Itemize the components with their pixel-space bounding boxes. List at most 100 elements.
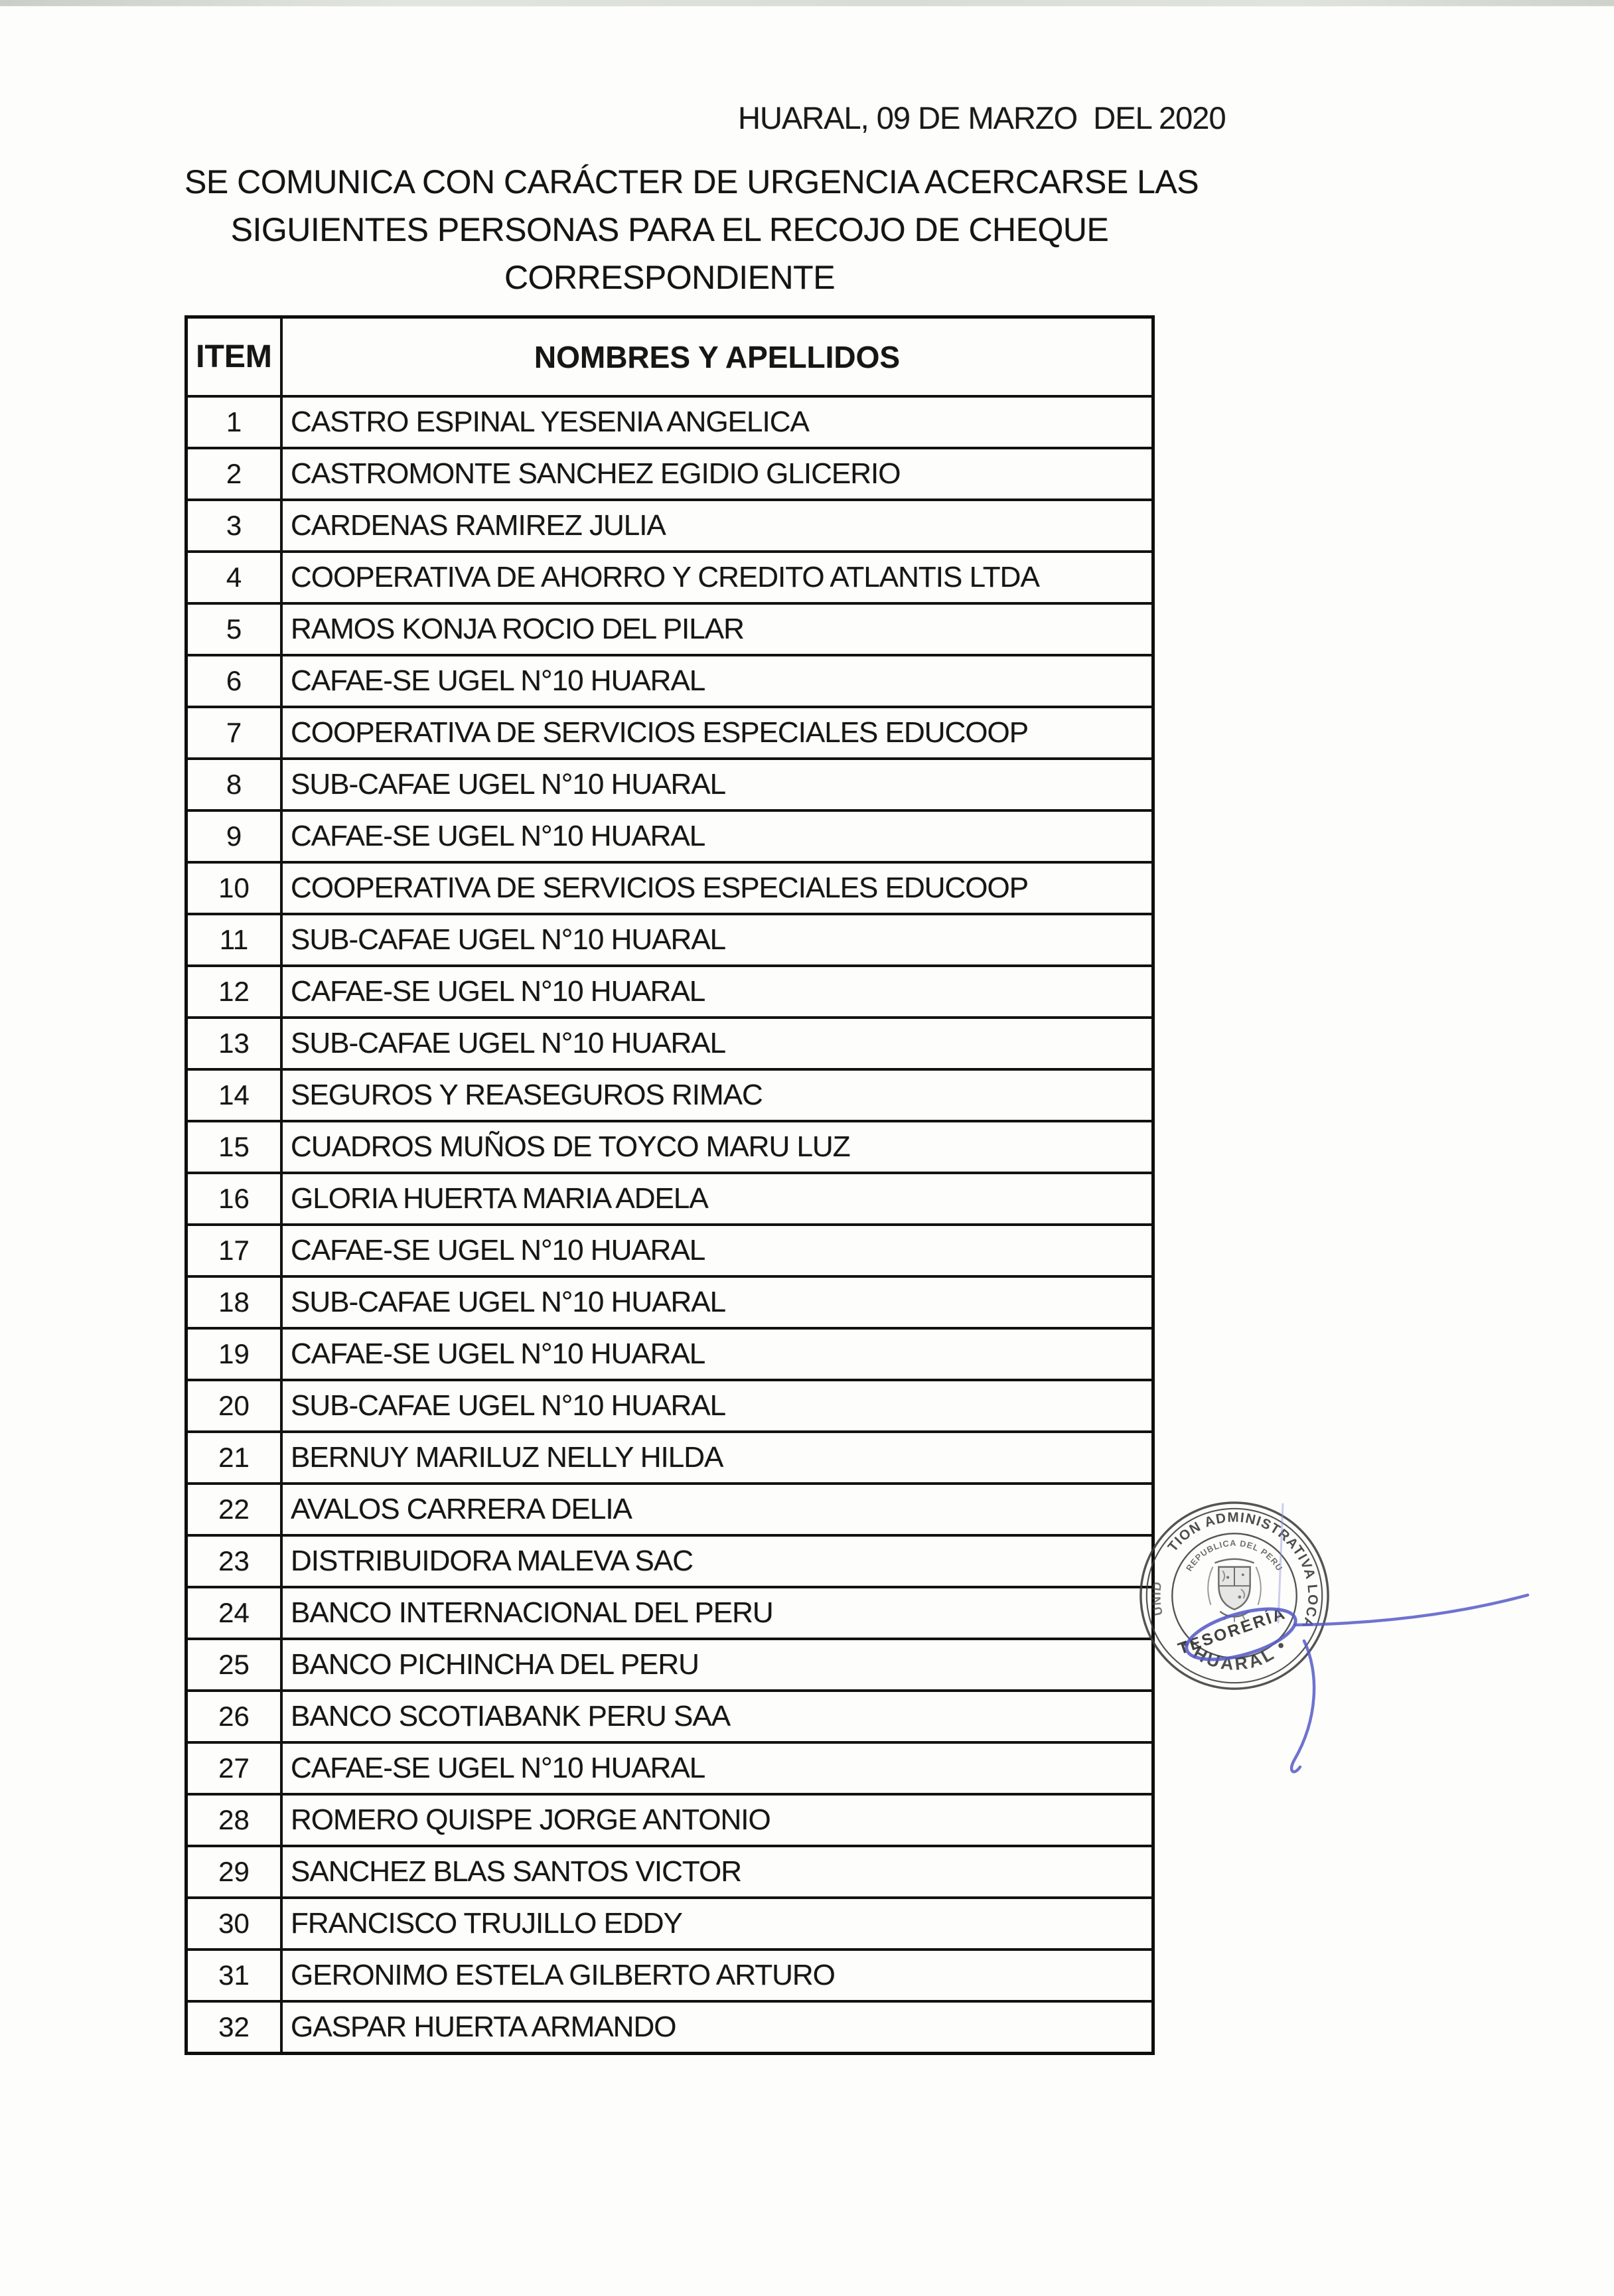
row-item-number: 28	[184, 1793, 283, 1847]
row-name: CASTROMONTE SANCHEZ EGIDIO GLICERIO	[280, 447, 1155, 501]
title-line-2: SIGUIENTES PERSONAS PARA EL RECOJO DE CH…	[230, 211, 1109, 248]
table-row: 7 COOPERATIVA DE SERVICIOS ESPECIALES EDU…	[184, 706, 1155, 760]
row-name: CAFAE-SE UGEL N°10 HUARAL	[280, 1741, 1155, 1796]
row-name: SUB-CAFAE UGEL N°10 HUARAL	[280, 1016, 1155, 1071]
table-row: 14 SEGUROS Y REASEGUROS RIMAC	[184, 1068, 1155, 1122]
row-name: SUB-CAFAE UGEL N°10 HUARAL	[280, 1275, 1155, 1330]
table-row: 1 CASTRO ESPINAL YESENIA ANGELICA	[184, 395, 1155, 449]
row-name: CAFAE-SE UGEL N°10 HUARAL	[280, 809, 1155, 864]
table-row: 31 GERONIMO ESTELA GILBERTO ARTURO	[184, 1948, 1155, 2003]
table-header: ITEM NOMBRES Y APELLIDOS	[184, 315, 1155, 398]
row-name: SUB-CAFAE UGEL N°10 HUARAL	[280, 913, 1155, 967]
row-item-number: 7	[184, 706, 283, 760]
row-item-number: 2	[184, 447, 283, 501]
coat-of-arms-icon	[1207, 1558, 1262, 1622]
table-row: 19 CAFAE-SE UGEL N°10 HUARAL	[184, 1327, 1155, 1381]
row-name: DISTRIBUIDORA MALEVA SAC	[280, 1534, 1155, 1588]
row-name: GERONIMO ESTELA GILBERTO ARTURO	[280, 1948, 1155, 2003]
table-row: 28 ROMERO QUISPE JORGE ANTONIO	[184, 1793, 1155, 1847]
row-name: CAFAE-SE UGEL N°10 HUARAL	[280, 654, 1155, 708]
row-item-number: 11	[184, 913, 283, 967]
column-header-item: ITEM	[184, 315, 283, 398]
names-table: ITEM NOMBRES Y APELLIDOS 1 CASTRO ESPINAL…	[184, 315, 1155, 2055]
table-row: 4 COOPERATIVA DE AHORRO Y CREDITO ATLANTI…	[184, 550, 1155, 605]
row-item-number: 10	[184, 861, 283, 915]
table-row: 18 SUB-CAFAE UGEL N°10 HUARAL	[184, 1275, 1155, 1330]
row-name: CUADROS MUÑOS DE TOYCO MARU LUZ	[280, 1120, 1155, 1174]
row-name: AVALOS CARRERA DELIA	[280, 1482, 1155, 1537]
table-row: 20 SUB-CAFAE UGEL N°10 HUARAL	[184, 1379, 1155, 1433]
row-item-number: 9	[184, 809, 283, 864]
row-name: FRANCISCO TRUJILLO EDDY	[280, 1896, 1155, 1951]
row-item-number: 8	[184, 757, 283, 812]
table-row: 10 COOPERATIVA DE SERVICIOS ESPECIALES ED…	[184, 861, 1155, 915]
table-row: 27 CAFAE-SE UGEL N°10 HUARAL	[184, 1741, 1155, 1796]
row-item-number: 22	[184, 1482, 283, 1537]
table-row: 15 CUADROS MUÑOS DE TOYCO MARU LUZ	[184, 1120, 1155, 1174]
row-item-number: 16	[184, 1172, 283, 1226]
row-name: CAFAE-SE UGEL N°10 HUARAL	[280, 1223, 1155, 1278]
row-name: COOPERATIVA DE AHORRO Y CREDITO ATLANTIS…	[280, 550, 1155, 605]
title-line-1: SE COMUNICA CON CARÁCTER DE URGENCIA ACE…	[184, 163, 1199, 200]
table-row: 17 CAFAE-SE UGEL N°10 HUARAL	[184, 1223, 1155, 1278]
row-item-number: 31	[184, 1948, 283, 2003]
treasury-stamp: GESTION ADMINISTRATIVA LOCAL N° UNID • H…	[1130, 1486, 1333, 1694]
column-header-names: NOMBRES Y APELLIDOS	[280, 315, 1155, 398]
row-name: BANCO PICHINCHA DEL PERU	[280, 1638, 1155, 1692]
row-item-number: 14	[184, 1068, 283, 1122]
table-row: 22 AVALOS CARRERA DELIA	[184, 1482, 1155, 1537]
table-row: 13 SUB-CAFAE UGEL N°10 HUARAL	[184, 1016, 1155, 1071]
table-row: 23 DISTRIBUIDORA MALEVA SAC	[184, 1534, 1155, 1588]
row-item-number: 20	[184, 1379, 283, 1433]
row-name: BANCO SCOTIABANK PERU SAA	[280, 1689, 1155, 1744]
table-row: 2 CASTROMONTE SANCHEZ EGIDIO GLICERIO	[184, 447, 1155, 501]
table-row: 30 FRANCISCO TRUJILLO EDDY	[184, 1896, 1155, 1951]
title-line-3: CORRESPONDIENTE	[504, 259, 836, 296]
table-body: 1 CASTRO ESPINAL YESENIA ANGELICA 2 CASTROM…	[184, 395, 1155, 2054]
table-row: 24 BANCO INTERNACIONAL DEL PERU	[184, 1586, 1155, 1640]
row-name: SUB-CAFAE UGEL N°10 HUARAL	[280, 1379, 1155, 1433]
row-name: COOPERATIVA DE SERVICIOS ESPECIALES EDUC…	[280, 861, 1155, 915]
row-name: BERNUY MARILUZ NELLY HILDA	[280, 1430, 1155, 1485]
table-row: 11 SUB-CAFAE UGEL N°10 HUARAL	[184, 913, 1155, 967]
row-item-number: 29	[184, 1845, 283, 1899]
row-name: ROMERO QUISPE JORGE ANTONIO	[280, 1793, 1155, 1847]
row-name: COOPERATIVA DE SERVICIOS ESPECIALES EDUC…	[280, 706, 1155, 760]
table-row: 9 CAFAE-SE UGEL N°10 HUARAL	[184, 809, 1155, 864]
date-line: HUARAL, 09 DE MARZO DEL 2020	[738, 100, 1226, 135]
row-item-number: 13	[184, 1016, 283, 1071]
row-item-number: 23	[184, 1534, 283, 1588]
row-name: BANCO INTERNACIONAL DEL PERU	[280, 1586, 1155, 1640]
row-name: CASTRO ESPINAL YESENIA ANGELICA	[280, 395, 1155, 449]
table-row: 26 BANCO SCOTIABANK PERU SAA	[184, 1689, 1155, 1744]
row-name: GASPAR HUERTA ARMANDO	[280, 2000, 1155, 2054]
row-name: SUB-CAFAE UGEL N°10 HUARAL	[280, 757, 1155, 812]
row-item-number: 30	[184, 1896, 283, 1951]
row-item-number: 19	[184, 1327, 283, 1381]
row-name: SEGUROS Y REASEGUROS RIMAC	[280, 1068, 1155, 1122]
notice-title: SE COMUNICA CON CARÁCTER DE URGENCIA ACE…	[184, 158, 1199, 301]
stamp-ring-text-left: UNID	[1149, 1580, 1165, 1617]
row-item-number: 27	[184, 1741, 283, 1796]
row-item-number: 12	[184, 964, 283, 1019]
table-row: 8 SUB-CAFAE UGEL N°10 HUARAL	[184, 757, 1155, 812]
table-row: 16 GLORIA HUERTA MARIA ADELA	[184, 1172, 1155, 1226]
table-row: 32 GASPAR HUERTA ARMANDO	[184, 2000, 1155, 2054]
scan-artifact-top	[0, 0, 1614, 7]
row-item-number: 26	[184, 1689, 283, 1744]
row-item-number: 6	[184, 654, 283, 708]
row-item-number: 3	[184, 498, 283, 553]
row-name: GLORIA HUERTA MARIA ADELA	[280, 1172, 1155, 1226]
table-row: 25 BANCO PICHINCHA DEL PERU	[184, 1638, 1155, 1692]
row-item-number: 24	[184, 1586, 283, 1640]
row-item-number: 25	[184, 1638, 283, 1692]
table-row: 6 CAFAE-SE UGEL N°10 HUARAL	[184, 654, 1155, 708]
table-row: 5 RAMOS KONJA ROCIO DEL PILAR	[184, 602, 1155, 656]
table-row: 29 SANCHEZ BLAS SANTOS VICTOR	[184, 1845, 1155, 1899]
row-item-number: 1	[184, 395, 283, 449]
row-name: CAFAE-SE UGEL N°10 HUARAL	[280, 1327, 1155, 1381]
row-name: CAFAE-SE UGEL N°10 HUARAL	[280, 964, 1155, 1019]
row-item-number: 21	[184, 1430, 283, 1485]
row-item-number: 17	[184, 1223, 283, 1278]
